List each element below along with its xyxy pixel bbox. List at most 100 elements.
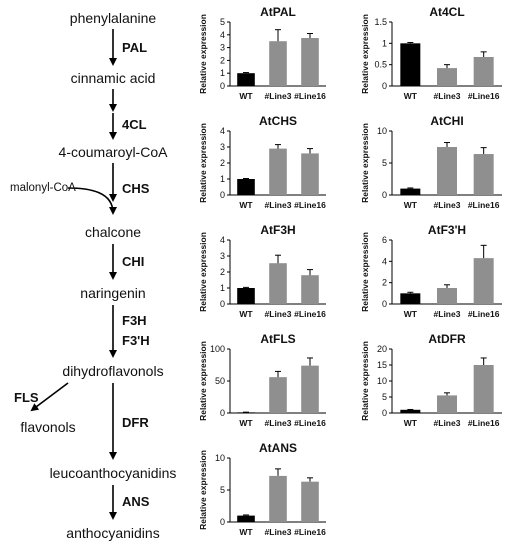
y-tick-label: 10 <box>377 376 387 386</box>
bar-line16 <box>301 275 319 304</box>
y-tick-label: 10 <box>377 126 387 136</box>
arrow-malonyl-join <box>67 187 117 215</box>
y-tick-label: 50 <box>215 376 225 386</box>
bar-line3 <box>269 148 287 195</box>
y-tick-label: 1 <box>220 174 225 184</box>
y-axis-label: Relative expression <box>198 123 208 203</box>
bar-line16 <box>301 481 319 522</box>
bar-wt <box>237 179 255 195</box>
compound-phenylalanine: phenylalanine <box>70 10 157 26</box>
y-tick-label: 4 <box>220 235 225 245</box>
chart-atans: AtANS Relative expression 0 5 10 WT #Line3 #Lin… <box>198 441 326 537</box>
x-tick-label: #Line3 <box>265 418 292 428</box>
enzyme-f3prime-h: F3'H <box>122 333 150 348</box>
y-tick-label: 6 <box>382 235 387 245</box>
x-tick-label: #Line3 <box>434 309 461 319</box>
y-axis-label: Relative expression <box>198 14 208 94</box>
chart-atfls: AtFLS Relative expression 0 50 100 WT #Line3 #L… <box>198 332 326 428</box>
y-axis-label: Relative expression <box>198 450 208 530</box>
bar-line3 <box>269 475 287 522</box>
compound-anthocyanidins: anthocyanidins <box>66 525 159 541</box>
compound-chalcone: chalcone <box>85 224 141 240</box>
chart-atf3h: AtF3H Relative expression 0 1 2 3 4 WT #Line3 #Li… <box>198 223 326 319</box>
x-tick-label: WT <box>239 309 253 319</box>
y-tick-label: 0 <box>220 408 225 418</box>
y-tick-label: 3 <box>220 43 225 53</box>
compound-leucoanthocyanidins: leucoanthocyanidins <box>50 465 177 481</box>
y-tick-label: 3 <box>220 251 225 261</box>
y-tick-label: 5 <box>220 485 225 495</box>
x-tick-label: #Line16 <box>468 91 500 101</box>
y-tick-label: 4 <box>382 256 387 266</box>
x-tick-label: WT <box>239 91 253 101</box>
y-tick-label: 0 <box>220 299 225 309</box>
y-tick-label: 0 <box>220 517 225 527</box>
x-tick-label: #Line16 <box>294 418 326 428</box>
x-tick-label: WT <box>239 418 253 428</box>
y-tick-label: 0 <box>382 190 387 200</box>
x-tick-label: #Line3 <box>265 200 292 210</box>
x-tick-label: #Line16 <box>294 91 326 101</box>
bar-wt <box>237 515 255 522</box>
bar-line16 <box>473 154 494 195</box>
bar-wt <box>400 43 421 86</box>
y-tick-label: 0 <box>382 299 387 309</box>
enzyme-f3h: F3H <box>122 313 147 328</box>
y-tick-label: 20 <box>377 344 387 354</box>
y-axis-label: Relative expression <box>360 232 370 312</box>
x-tick-label: #Line16 <box>294 309 326 319</box>
chart-title: AtCHS <box>259 114 297 128</box>
x-tick-label: #Line3 <box>434 418 461 428</box>
x-tick-label: #Line16 <box>468 418 500 428</box>
x-tick-label: #Line16 <box>468 200 500 210</box>
enzyme-fls: FLS <box>14 390 39 405</box>
enzyme-chi: CHI <box>122 254 144 269</box>
bar-line3 <box>269 377 287 413</box>
bar-wt <box>237 288 255 304</box>
chart-atdfr: AtDFR Relative expression 0 5 10 15 20 WT #Line3… <box>360 332 502 428</box>
chart-title: AtFLS <box>260 332 295 346</box>
x-tick-label: #Line16 <box>294 527 326 537</box>
chart-title: AtPAL <box>260 5 296 19</box>
bar-line3 <box>269 41 287 86</box>
enzyme-ans: ANS <box>122 494 150 509</box>
y-tick-label: 3 <box>220 142 225 152</box>
y-tick-label: 4 <box>220 126 225 136</box>
x-tick-label: #Line3 <box>265 309 292 319</box>
y-axis-label: Relative expression <box>360 341 370 421</box>
x-tick-label: #Line16 <box>294 200 326 210</box>
y-tick-label: 4 <box>220 30 225 40</box>
x-tick-label: #Line3 <box>434 200 461 210</box>
enzyme-dfr: DFR <box>122 415 149 430</box>
arrow-fls <box>30 382 69 412</box>
chart-atchs: AtCHS Relative expression 0 1 2 3 4 WT #Line3 #Li… <box>198 114 326 210</box>
bar-line16 <box>473 365 494 413</box>
y-tick-label: 1 <box>220 283 225 293</box>
bar-line3 <box>437 68 457 86</box>
chart-title: AtF3H <box>260 223 295 237</box>
chart-title: AtDFR <box>428 332 466 346</box>
y-tick-label: 0 <box>382 81 387 91</box>
x-tick-label: #Line3 <box>265 91 292 101</box>
bar-line16 <box>473 258 494 304</box>
y-axis-label: Relative expression <box>360 14 370 94</box>
x-tick-label: #Line3 <box>265 527 292 537</box>
y-axis-label: Relative expression <box>198 341 208 421</box>
x-tick-label: #Line3 <box>434 91 461 101</box>
y-tick-label: 1 <box>220 68 225 78</box>
bar-line16 <box>301 365 319 413</box>
bar-line3 <box>269 263 287 304</box>
bar-line16 <box>301 153 319 195</box>
chart-title: AtCHI <box>430 114 463 128</box>
y-tick-label: 1.5 <box>374 17 387 27</box>
y-tick-label: 2 <box>382 278 387 288</box>
compound-dihydroflavonols: dihydroflavonols <box>62 363 163 379</box>
y-tick-label: 0 <box>220 190 225 200</box>
y-tick-label: 0 <box>382 408 387 418</box>
y-axis-label: Relative expression <box>198 232 208 312</box>
x-tick-label: WT <box>404 91 418 101</box>
chart-title: At4CL <box>429 5 464 19</box>
enzyme-chs: CHS <box>122 181 150 196</box>
y-tick-label: 5 <box>382 392 387 402</box>
